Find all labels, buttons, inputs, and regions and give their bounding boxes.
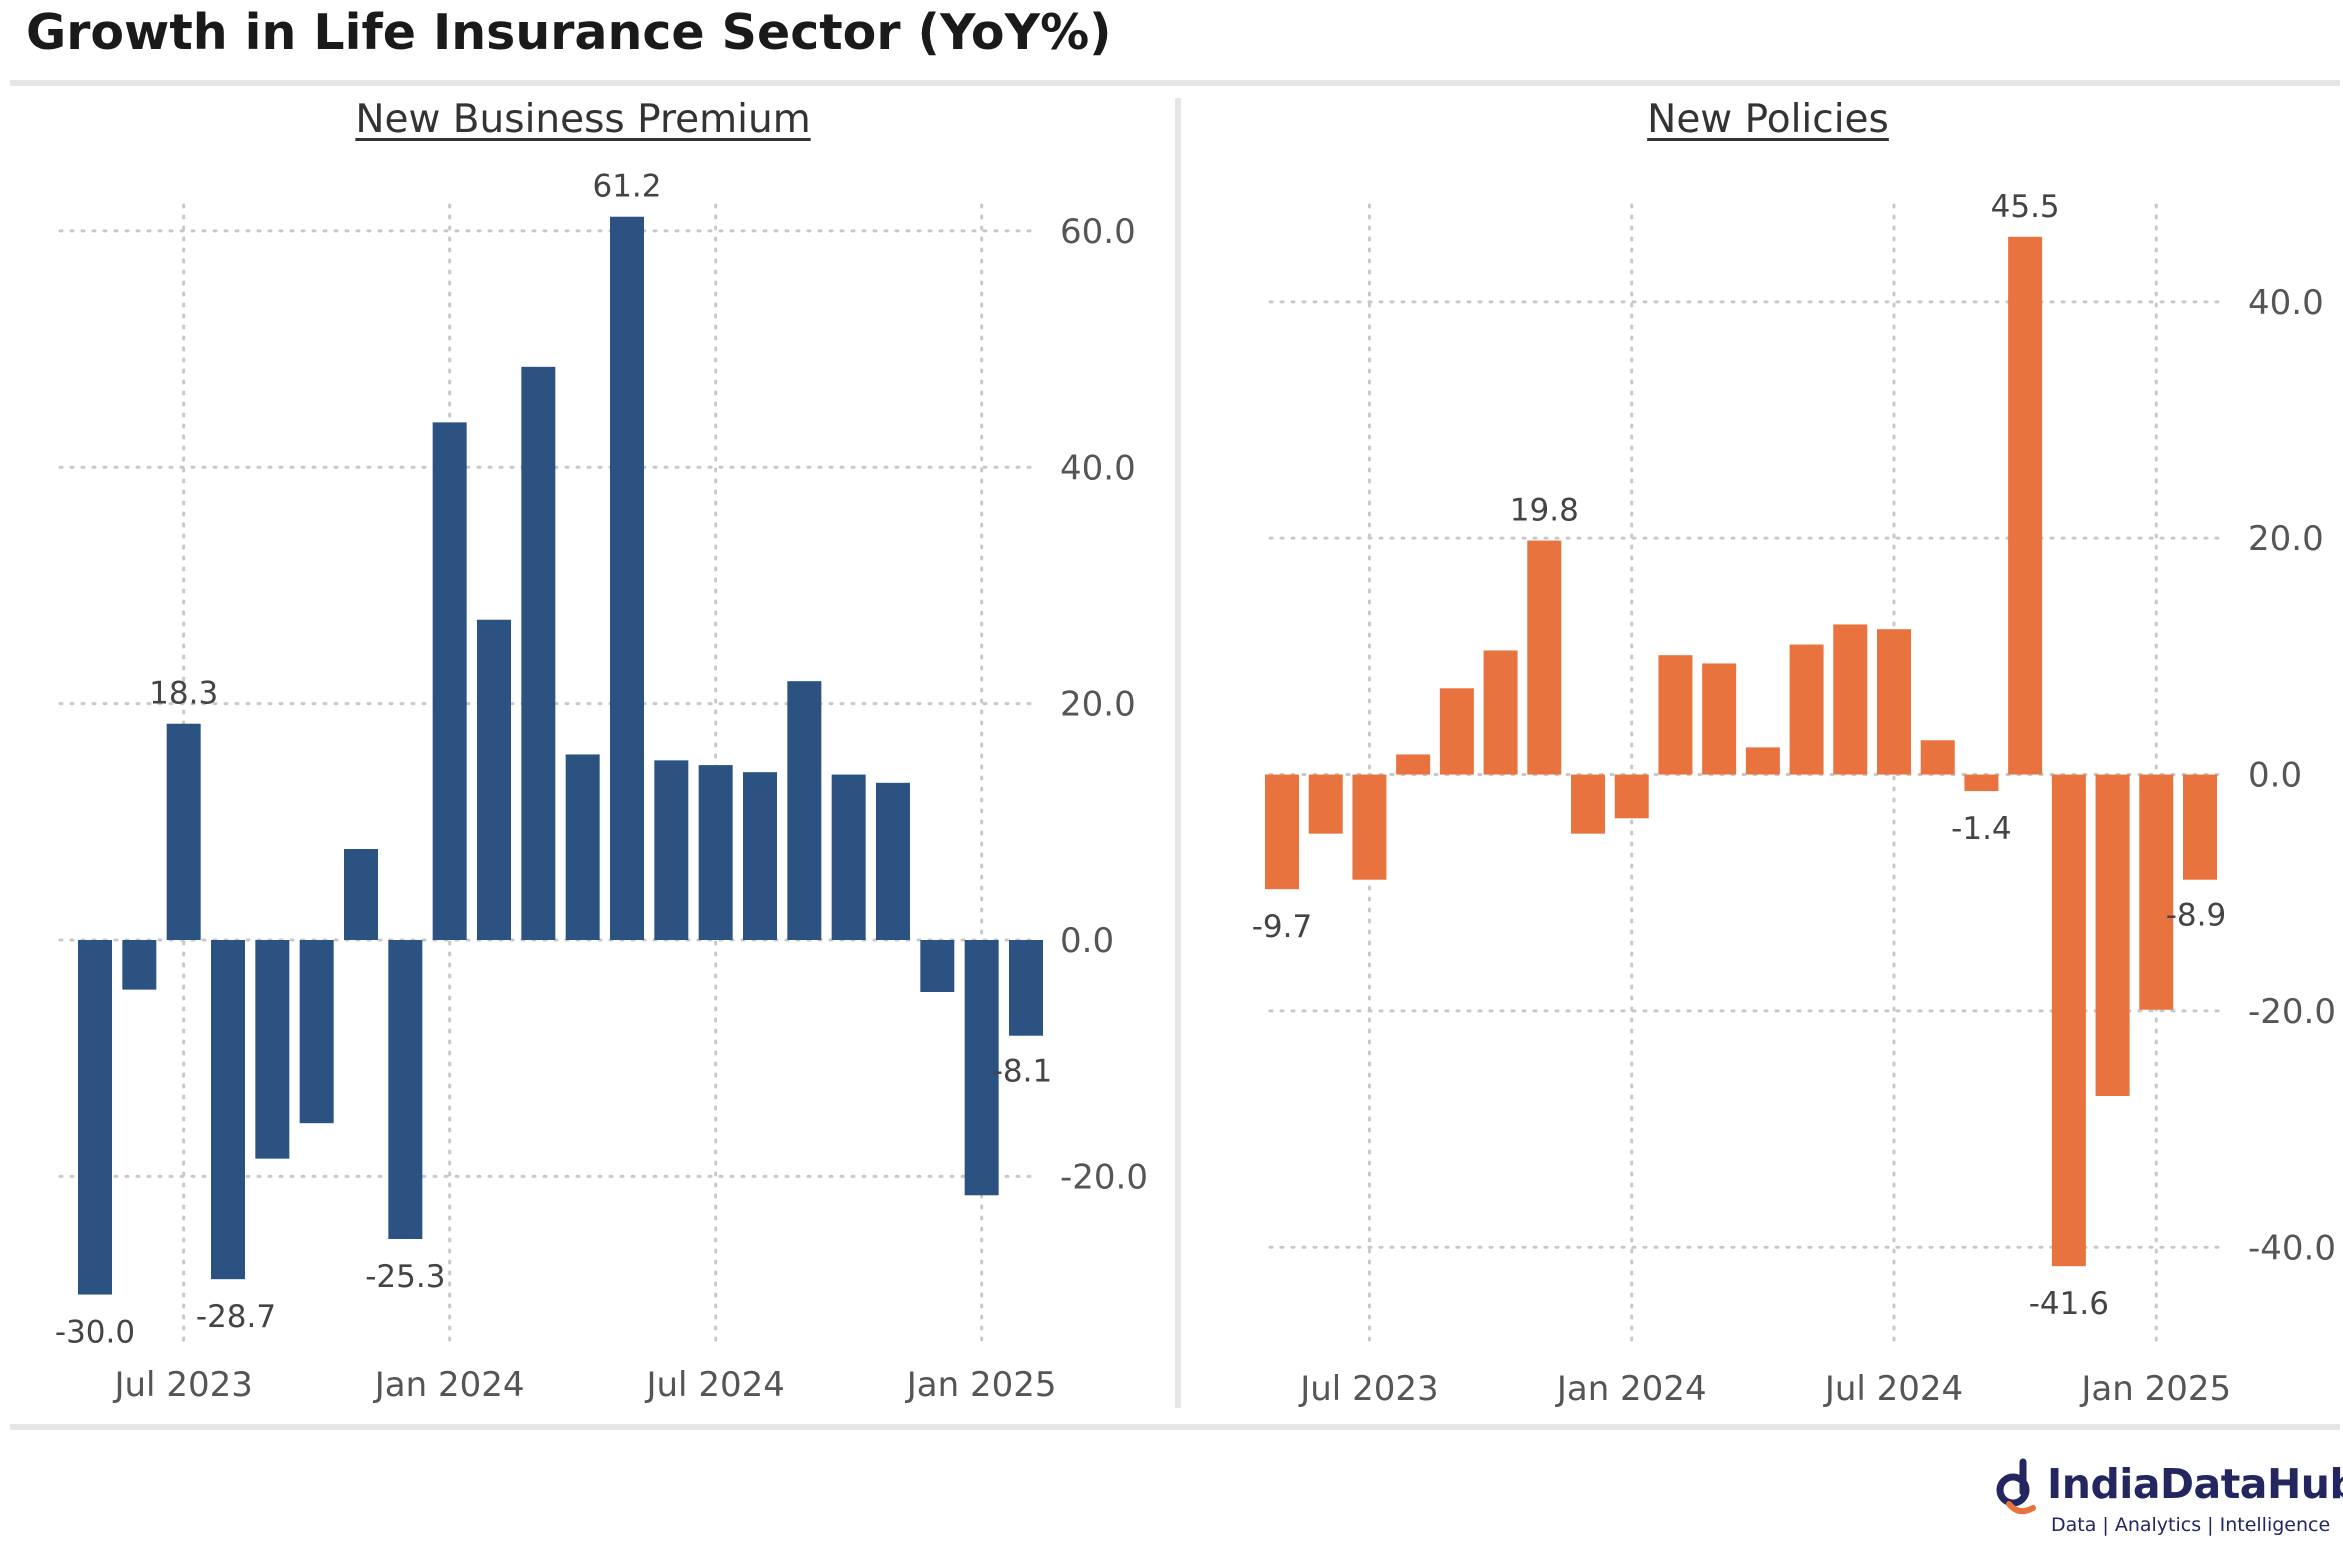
policies-chart-title: New Policies bbox=[1647, 97, 1889, 142]
data-label: -9.7 bbox=[1252, 909, 1313, 945]
bar bbox=[1920, 740, 1955, 775]
bar bbox=[2095, 774, 2130, 1096]
bar bbox=[1308, 774, 1343, 834]
data-label: -25.3 bbox=[365, 1259, 445, 1295]
y-tick-label: 0.0 bbox=[2248, 756, 2302, 796]
premium-chart-title: New Business Premium bbox=[355, 97, 811, 142]
policies-chart: -40.0 -20.0 0.0 20.0 40.0 Jul 2023 Jan 2024 Jul… bbox=[1252, 189, 2336, 1409]
bar bbox=[1745, 747, 1780, 775]
bar bbox=[964, 940, 999, 1196]
bar bbox=[388, 940, 423, 1239]
y-tick-label: 0.0 bbox=[1060, 921, 1114, 961]
bar bbox=[2051, 774, 2086, 1267]
panel-divider bbox=[1175, 98, 1181, 1408]
bar bbox=[1571, 774, 1605, 834]
data-label: 18.3 bbox=[149, 676, 218, 712]
y-tick-label: 40.0 bbox=[1060, 448, 1136, 488]
bar bbox=[743, 772, 777, 940]
bar bbox=[920, 940, 955, 992]
bar bbox=[432, 422, 467, 940]
y-tick-label: 40.0 bbox=[2248, 283, 2324, 323]
data-label: -28.7 bbox=[196, 1299, 276, 1335]
data-label: 45.5 bbox=[1991, 189, 2060, 225]
x-tick-label: Jan 2024 bbox=[1555, 1369, 1707, 1409]
bar bbox=[1964, 774, 1999, 792]
premium-chart: -20.0 0.0 20.0 40.0 60.0 Jul 2023 Jan 2024 Jul … bbox=[55, 169, 1148, 1405]
bar bbox=[299, 940, 334, 1124]
top-divider bbox=[10, 80, 2340, 86]
bar bbox=[2183, 774, 2217, 880]
y-tick-label: 60.0 bbox=[1060, 212, 1136, 252]
bar bbox=[698, 765, 733, 940]
data-label: -8.9 bbox=[2166, 898, 2227, 934]
x-tick-label: Jul 2023 bbox=[1298, 1369, 1438, 1409]
bar bbox=[78, 940, 112, 1295]
y-tick-label: -40.0 bbox=[2248, 1228, 2336, 1268]
bar bbox=[521, 366, 556, 940]
bar bbox=[1265, 774, 1299, 890]
bar bbox=[1439, 688, 1474, 775]
bar bbox=[1527, 540, 1562, 775]
bar bbox=[876, 782, 910, 940]
bar bbox=[2139, 774, 2174, 1010]
bar bbox=[831, 774, 866, 940]
bar bbox=[565, 754, 600, 940]
x-tick-label: Jan 2024 bbox=[373, 1365, 525, 1405]
bar bbox=[344, 849, 378, 940]
bar bbox=[1833, 624, 1868, 775]
bar bbox=[1352, 774, 1387, 880]
page-title: Growth in Life Insurance Sector (YoY%) bbox=[26, 4, 1112, 61]
brand-tagline: Data | Analytics | Intelligence bbox=[2051, 1514, 2331, 1536]
data-label: -30.0 bbox=[55, 1315, 135, 1351]
bar bbox=[654, 760, 689, 940]
y-tick-label: 20.0 bbox=[1060, 685, 1136, 725]
y-tick-label: -20.0 bbox=[2248, 992, 2336, 1032]
x-tick-label: Jul 2024 bbox=[1823, 1369, 1963, 1409]
indiadatahub-logo-icon bbox=[1996, 1458, 2036, 1515]
brand-name: IndiaDataHub bbox=[2047, 1460, 2343, 1508]
y-tick-label: -20.0 bbox=[1060, 1157, 1148, 1197]
bar bbox=[211, 940, 245, 1280]
bar bbox=[1877, 629, 1911, 775]
bottom-divider bbox=[10, 1424, 2340, 1430]
data-label: -1.4 bbox=[1951, 811, 2012, 847]
data-label: -41.6 bbox=[2029, 1286, 2109, 1322]
bar bbox=[1614, 774, 1649, 819]
x-tick-label: Jul 2023 bbox=[112, 1365, 252, 1405]
y-tick-label: 20.0 bbox=[2248, 519, 2324, 559]
bar bbox=[166, 723, 201, 940]
bar bbox=[1009, 940, 1043, 1036]
bar bbox=[1789, 644, 1824, 775]
x-tick-label: Jan 2025 bbox=[905, 1365, 1057, 1405]
data-label: -8.1 bbox=[992, 1054, 1053, 1090]
bar bbox=[1702, 663, 1737, 775]
bar bbox=[787, 681, 822, 940]
bar bbox=[1483, 650, 1518, 775]
bar bbox=[255, 940, 290, 1159]
x-tick-label: Jul 2024 bbox=[644, 1365, 784, 1405]
data-label: 19.8 bbox=[1510, 493, 1579, 529]
bar bbox=[122, 940, 157, 990]
x-tick-label: Jan 2025 bbox=[2079, 1369, 2231, 1409]
brand-block: IndiaDataHub Data | Analytics | Intellig… bbox=[1995, 1458, 2343, 1548]
bar bbox=[2008, 236, 2043, 775]
bar bbox=[1396, 754, 1431, 775]
data-label: 61.2 bbox=[592, 169, 661, 205]
bar bbox=[610, 216, 644, 940]
bar bbox=[1658, 655, 1693, 775]
bar bbox=[477, 619, 511, 940]
